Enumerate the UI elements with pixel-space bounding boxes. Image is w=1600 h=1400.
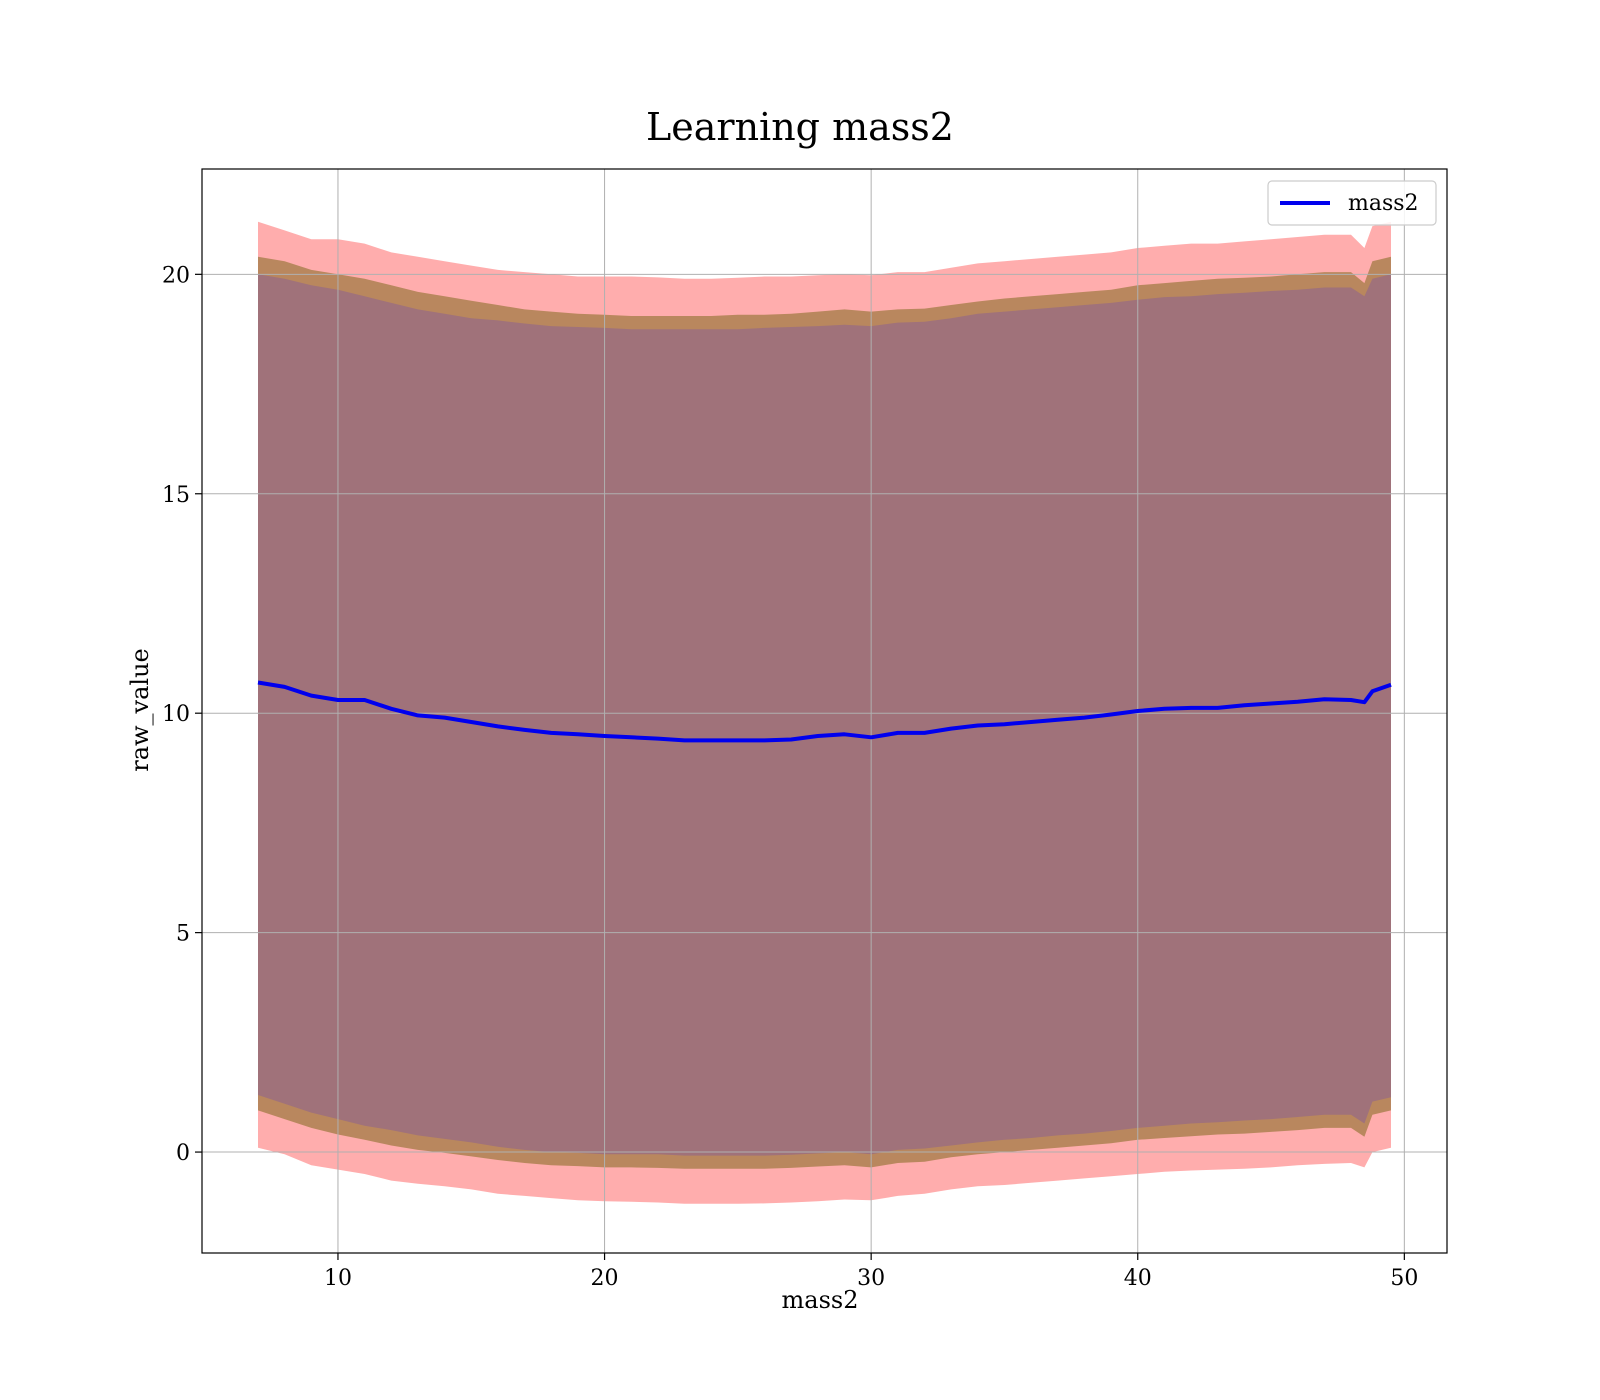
y-tick-label: 15 [162, 483, 190, 508]
x-axis-label: mass2 [782, 1286, 859, 1314]
chart-title: Learning mass2 [646, 105, 954, 149]
gridlines [202, 169, 1447, 1253]
y-axis-label: raw_value [126, 648, 154, 772]
x-tick-label: 50 [1390, 1266, 1418, 1291]
series-line-mass2 [257, 680, 1392, 743]
band-inner [258, 274, 1391, 1156]
y-tick-label: 20 [162, 263, 190, 288]
legend-label: mass2 [1348, 191, 1419, 216]
y-tick-label: 5 [176, 922, 190, 947]
x-tick-label: 20 [591, 1266, 619, 1291]
y-tick-label: 10 [162, 702, 190, 727]
y-tick-label: 0 [176, 1141, 190, 1166]
x-tick-label: 10 [324, 1266, 352, 1291]
plot-frame [201, 168, 1448, 1254]
y-axis-ticks: 0 5 10 15 20 [162, 263, 202, 1166]
x-axis-ticks: 10 20 30 40 50 [324, 1253, 1418, 1291]
legend-box [1267, 180, 1437, 226]
legend: mass2 [1267, 180, 1437, 226]
x-tick-label: 30 [857, 1266, 885, 1291]
series-lines [257, 680, 1392, 743]
x-tick-label: 40 [1124, 1266, 1152, 1291]
